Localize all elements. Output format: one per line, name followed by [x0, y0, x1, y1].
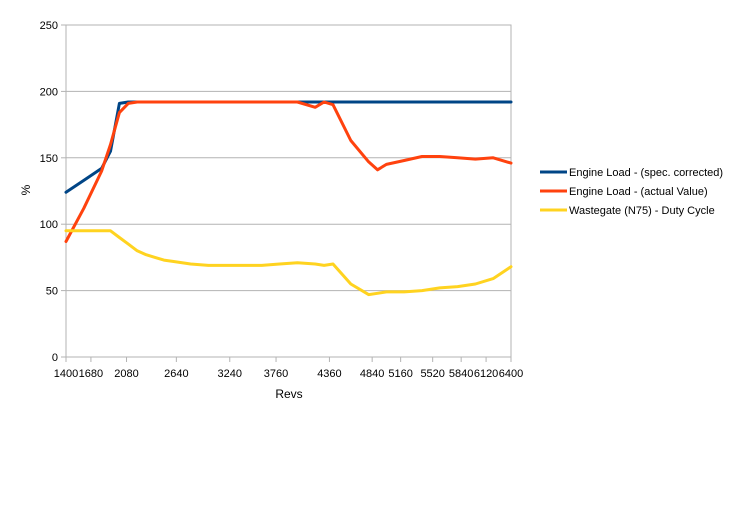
y-tick-label: 250: [40, 20, 58, 32]
y-tick-label: 0: [52, 352, 58, 364]
y-tick-label: 200: [40, 86, 58, 98]
x-tick-label: 5840: [449, 368, 473, 380]
series-line-2: [64, 100, 513, 243]
legend: Engine Load - (spec. corrected) Engine Lo…: [540, 167, 723, 217]
x-tick-label: 1680: [79, 368, 103, 380]
x-tick-label: 4360: [317, 368, 341, 380]
y-axis-title: %: [19, 184, 33, 195]
gridlines: [66, 90, 511, 292]
legend-label: Engine Load - (actual Value): [569, 186, 708, 198]
y-tick-label: 50: [46, 286, 58, 298]
x-tick-label: 1400: [54, 368, 78, 380]
x-tick-label: 3760: [264, 368, 288, 380]
x-tick-label: 2640: [164, 368, 188, 380]
x-tick-label: 5160: [388, 368, 412, 380]
plot-area-border: [65, 24, 512, 358]
y-tick-label: 100: [40, 219, 58, 231]
x-tick-label: 6400: [499, 368, 523, 380]
series-line-1: [64, 100, 513, 194]
series-line-3: [64, 229, 513, 297]
x-tick-label: 2080: [114, 368, 138, 380]
series-lines: [64, 100, 513, 297]
x-tick-label: 6120: [474, 368, 498, 380]
x-tick-label: 3240: [218, 368, 242, 380]
y-axis-tick-labels: 0 50 100 150 200 250: [40, 20, 66, 364]
legend-label: Engine Load - (spec. corrected): [569, 167, 723, 179]
legend-label: Wastegate (N75) - Duty Cycle: [569, 205, 715, 217]
y-tick-label: 150: [40, 153, 58, 165]
x-tick-label: 4840: [360, 368, 384, 380]
x-axis-title: Revs: [275, 387, 302, 401]
x-axis-tick-labels: 1400 1680 2080 2640 3240 3760 4360 4840 5160 5520…: [54, 357, 523, 380]
x-tick-label: 5520: [420, 368, 444, 380]
